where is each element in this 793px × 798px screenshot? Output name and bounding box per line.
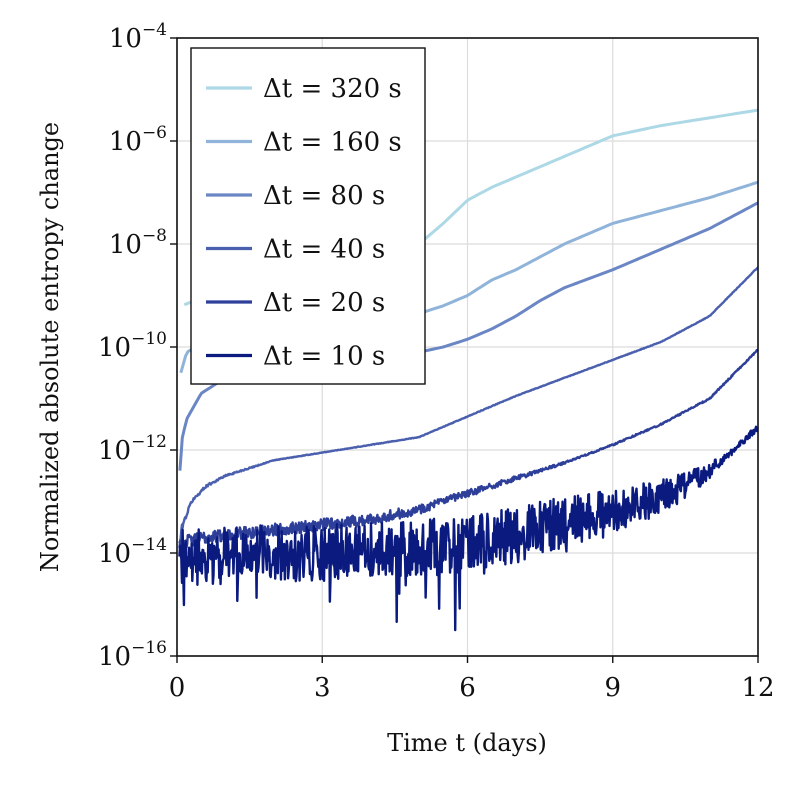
y-tick-label: 10−12 [98,432,167,466]
legend-label: Δt = 20 s [263,288,385,318]
y-tick-base: 10 [98,539,131,569]
y-tick-label: 10−6 [109,123,167,157]
series-line [178,266,758,549]
y-axis-title: Normalized absolute entropy change [36,122,64,572]
y-tick-exponent: −8 [142,226,167,246]
y-tick-exponent: −6 [142,123,167,143]
series-line [178,348,758,550]
y-tick-base: 10 [109,24,142,54]
y-tick-base: 10 [98,436,131,466]
legend-label: Δt = 320 s [263,74,402,104]
legend-label: Δt = 160 s [263,128,402,158]
x-axis-title: Time t (days) [387,729,547,757]
legend-label: Δt = 80 s [263,181,385,211]
y-tick-base: 10 [98,333,131,363]
y-tick-base: 10 [98,642,131,672]
series-line [178,425,758,632]
x-tick-label: 0 [169,673,186,703]
legend-frame [190,47,426,385]
x-tick-label: 12 [741,673,774,703]
y-tick-label: 10−10 [98,329,167,363]
y-tick-exponent: −10 [131,329,167,349]
y-tick-exponent: −16 [131,638,167,658]
y-tick-exponent: −14 [131,535,167,555]
x-axis: 0 3 6 9 12 [169,656,775,703]
y-tick-exponent: −12 [131,432,167,452]
legend-label: Δt = 10 s [263,342,385,372]
legend: Δt = 320 s Δt = 160 s Δt = 80 s Δt = 40 s Δt… [190,47,426,385]
y-tick-base: 10 [109,127,142,157]
x-tick-label: 3 [314,673,331,703]
y-tick-label: 10−16 [98,638,167,672]
y-tick-label: 10−8 [109,226,167,260]
x-tick-label: 9 [604,673,621,703]
y-tick-label: 10−14 [98,535,167,569]
legend-label: Δt = 40 s [263,235,385,265]
y-tick-base: 10 [109,230,142,260]
y-tick-label: 10−4 [109,20,167,54]
x-tick-label: 6 [459,673,476,703]
y-tick-exponent: −4 [142,20,167,40]
